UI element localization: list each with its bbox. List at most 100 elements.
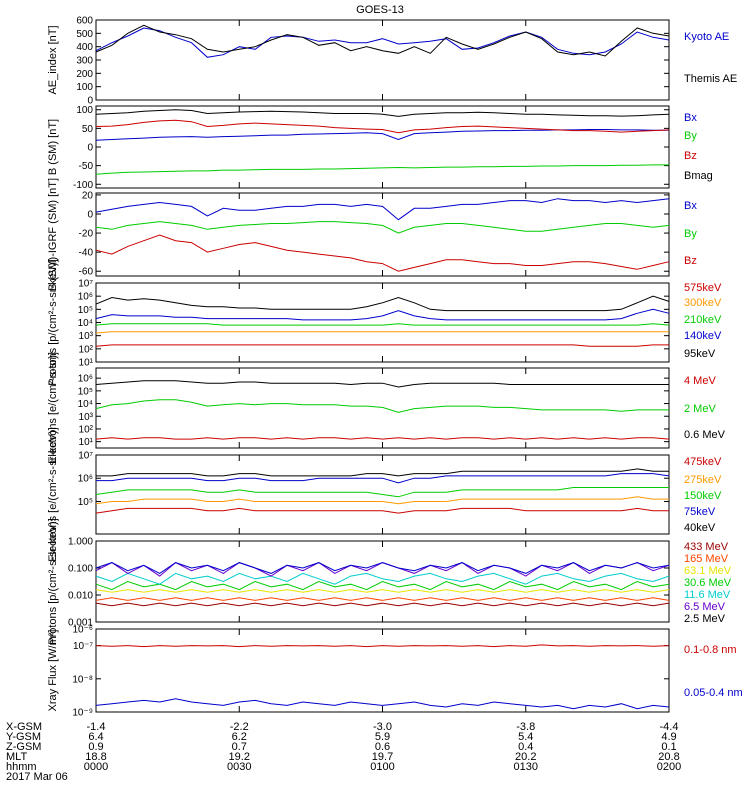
y-tick-label: 50: [82, 124, 94, 135]
panel-3: 20 0 -20 -40 -60 B (SM)-IGRF (SM) [nT] Bx By Bz: [47, 178, 697, 291]
y-axis-label: Xray Flux [W/m²]: [47, 630, 59, 712]
legend-label: 140keV: [684, 330, 722, 342]
series-line-140kev: [95, 308, 670, 321]
legend-label: 75keV: [684, 506, 716, 518]
legend-label: By: [684, 130, 697, 142]
y-tick-label: 0.100: [68, 564, 93, 575]
x-axis-value: 0000: [84, 761, 108, 773]
y-axis-label: B (SM)-IGRF (SM) [nT]: [47, 178, 59, 291]
y-tick-label: 10³: [79, 331, 94, 342]
y-tick-label: 10¹: [79, 358, 94, 369]
y-tick-label: -40: [79, 248, 94, 259]
legend-label: 6.5 MeV: [684, 601, 726, 613]
series-line-475kev: [96, 468, 669, 477]
y-axis-label: AE_index [nT]: [47, 25, 59, 94]
series-line-0-1-0-8-nm: [95, 644, 670, 648]
series-line-0-6-mev: [95, 380, 669, 388]
legend-label: Bz: [684, 255, 697, 267]
legend-label: 2 MeV: [684, 403, 716, 415]
y-tick-label: 300: [76, 56, 93, 67]
legend-label: 63.1 MeV: [684, 565, 732, 577]
y-tick-label: 100: [76, 105, 93, 116]
x-axis-value: -4.4: [660, 721, 679, 733]
legend-label: Kyoto AE: [684, 31, 729, 43]
x-axis-value: 18.8: [85, 751, 106, 763]
panel-2: 100 50 0 -50 -100 B (SM) [nT] Bx By Bz Bmag: [47, 105, 713, 191]
y-tick-label: -50: [79, 161, 94, 172]
y-tick-label: 10⁶: [78, 474, 93, 485]
x-axis-value: -2.2: [230, 721, 249, 733]
y-tick-label: 10¹: [79, 437, 94, 448]
y-tick-label: 10⁻⁶: [72, 625, 93, 636]
y-tick-label: 100: [76, 82, 93, 93]
x-row-label: X-GSM: [6, 721, 42, 733]
y-tick-label: 400: [76, 42, 93, 53]
y-tick-label: 10²: [79, 344, 94, 355]
series-line-bz: [95, 119, 670, 134]
legend-label: Themis AE: [684, 73, 737, 85]
legend-label: 4 MeV: [684, 375, 716, 387]
x-axis-value: 19.7: [372, 751, 393, 763]
y-tick-label: -60: [79, 267, 94, 278]
x-axis-value: 0200: [657, 761, 681, 773]
panel-6: 10⁷ 10⁶ 10⁵ Electrons [e/(cm²-s-sr-keV)] 475…: [47, 427, 722, 561]
legend-label: Bx: [684, 200, 697, 212]
series-line-433-mev: [95, 602, 670, 607]
y-tick-label: 10⁻⁸: [72, 674, 93, 685]
series-line-30-6-mev: [95, 580, 670, 591]
x-axis-value: 0130: [514, 761, 538, 773]
legend-label: 0.6 MeV: [684, 429, 726, 441]
y-tick-label: 600: [76, 16, 93, 27]
legend-label: Bx: [684, 112, 697, 124]
y-tick-label: 10⁻⁷: [73, 641, 93, 652]
y-tick-label: 0: [87, 209, 93, 220]
y-tick-label: 10⁴: [78, 399, 93, 410]
series-line-by: [95, 164, 669, 175]
x-axis-value: 4.9: [661, 731, 676, 743]
legend-label: 30.6 MeV: [684, 577, 732, 589]
panel-frame: [95, 105, 670, 189]
x-axis-value: 5.9: [375, 731, 390, 743]
legend-label: 300keV: [684, 297, 722, 309]
panel-4: 10⁷ 10⁶ 10⁵ 10⁴ 10³ 10² 10¹ Protons [p/(cm²-s-s…: [47, 259, 722, 386]
x-axis-value: 0.6: [375, 741, 390, 753]
series-line-themis-ae: [95, 24, 670, 57]
y-tick-label: 0.010: [68, 591, 93, 602]
legend-label: By: [684, 228, 697, 240]
legend-label: 40keV: [684, 522, 716, 534]
x-axis-value: 0.7: [232, 741, 247, 753]
legend-label: 575keV: [684, 282, 722, 294]
series-line-kyoto-ae: [95, 27, 670, 58]
panel-frame: [95, 19, 670, 101]
series-line-275kev: [95, 496, 669, 505]
x-axis-value: 6.2: [232, 731, 247, 743]
x-axis-value: -1.4: [87, 721, 106, 733]
x-row-label: Y-GSM: [6, 731, 41, 743]
x-axis-value: 6.4: [88, 731, 103, 743]
plot-title: GOES-13: [356, 4, 404, 16]
y-tick-label: 10⁷: [78, 451, 93, 462]
legend-label: 150keV: [684, 490, 722, 502]
x-axis-value: -3.0: [373, 721, 392, 733]
legend-label: 210keV: [684, 314, 722, 326]
series-line-300kev: [95, 331, 669, 334]
panel-frame: [95, 367, 670, 449]
y-tick-label: -20: [79, 229, 94, 240]
y-tick-label: 1.000: [68, 537, 93, 548]
y-tick-label: 500: [76, 29, 93, 40]
x-row-label: Z-GSM: [6, 741, 41, 753]
x-axis-value: 0.9: [88, 741, 103, 753]
y-axis-label: B (SM) [nT]: [47, 119, 59, 175]
y-tick-label: 10³: [79, 412, 94, 423]
series-line-40kev: [95, 507, 669, 514]
y-axis-label: Protons [p/(cm²-s-sr-keV)]: [47, 518, 59, 645]
series-line-210kev: [95, 323, 670, 326]
y-tick-label: 10⁻⁹: [72, 708, 93, 719]
series-line-150kev: [95, 487, 669, 498]
x-axis-value: 20.2: [515, 751, 536, 763]
x-axis-value: 0.1: [661, 741, 676, 753]
series-line-by: [95, 221, 670, 234]
series-line-165-mev: [95, 597, 670, 601]
y-tick-label: 0: [87, 96, 93, 107]
